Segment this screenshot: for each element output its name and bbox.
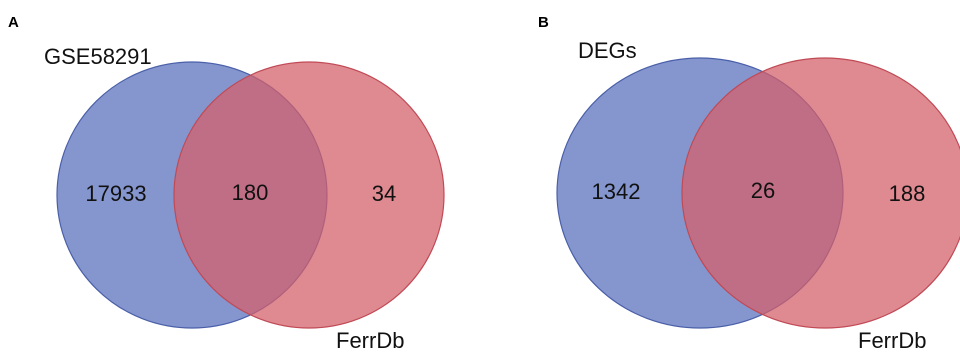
panel-letter-b: B xyxy=(538,14,549,31)
venn-panel-a: A GSE58291 FerrDb 17933 180 34 xyxy=(8,14,445,353)
count-intersection: 180 xyxy=(232,180,269,205)
venn-panel-b: B DEGs FerrDb 1342 26 188 xyxy=(538,14,960,353)
count-only-b: 188 xyxy=(889,181,926,206)
set-b-label: FerrDb xyxy=(336,328,404,353)
set-b-label: FerrDb xyxy=(858,328,926,353)
set-a-label: GSE58291 xyxy=(44,44,152,69)
set-b-circle xyxy=(173,61,445,329)
set-b-circle xyxy=(681,57,960,329)
panel-letter-a: A xyxy=(8,14,19,31)
count-only-b: 34 xyxy=(372,181,396,206)
count-only-a: 1342 xyxy=(592,179,641,204)
count-only-a: 17933 xyxy=(85,181,146,206)
count-intersection: 26 xyxy=(751,178,775,203)
set-a-label: DEGs xyxy=(578,38,637,63)
